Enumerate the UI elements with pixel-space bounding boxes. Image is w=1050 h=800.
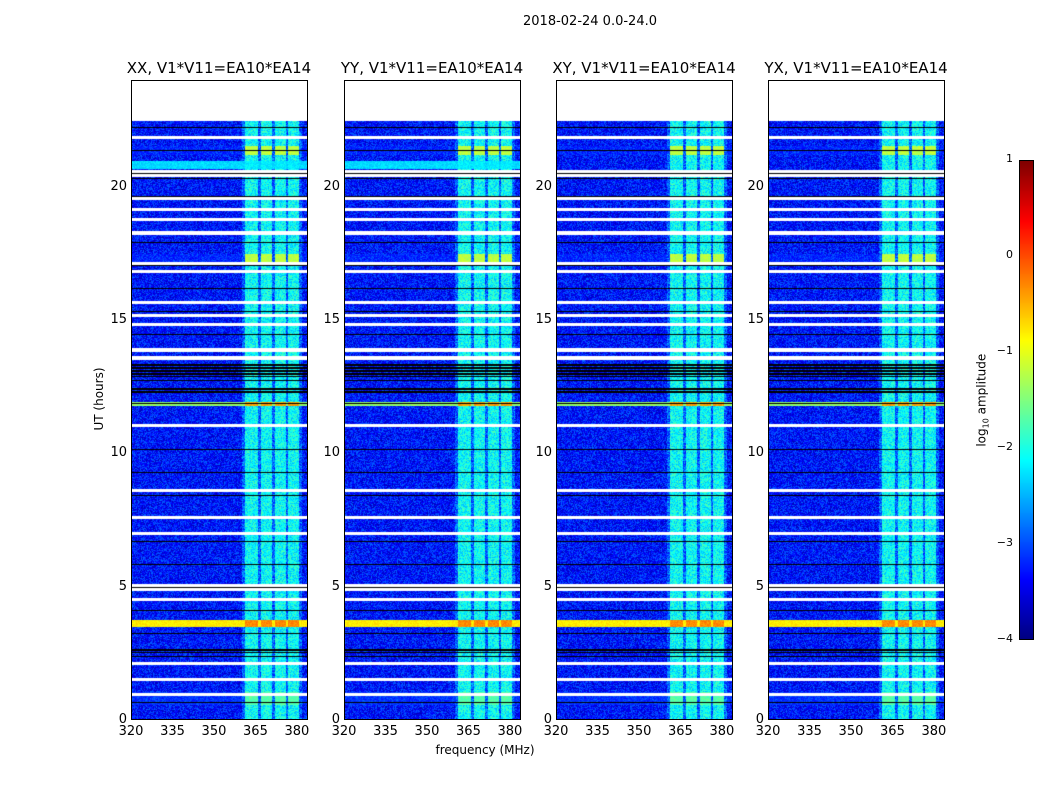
x-tick-label: 320: [543, 724, 569, 739]
colorbar-tick-label: −1: [996, 344, 1013, 357]
x-tick-label: 380: [497, 724, 523, 739]
x-tick-label: 380: [709, 724, 735, 739]
x-tick-label: 335: [160, 724, 185, 739]
y-tick-label: 0: [543, 712, 552, 727]
colorbar: [1019, 160, 1034, 640]
y-tick-label: 10: [535, 445, 552, 461]
y-tick-label: 20: [323, 178, 340, 194]
colorbar-label-sub: 10: [981, 418, 991, 429]
heatmap-cells: [345, 81, 520, 719]
y-tick-label: 0: [331, 712, 340, 727]
y-tick-label: 10: [110, 445, 127, 461]
y-tick-label: 0: [755, 712, 764, 727]
y-tick-label: 10: [323, 445, 340, 461]
y-tick-label: 10: [747, 445, 764, 461]
x-tick-label: 320: [331, 724, 357, 739]
colorbar-tick-label: −3: [996, 536, 1013, 549]
x-tick-label: 365: [668, 724, 693, 739]
heatmap-panel-xy: [556, 80, 733, 720]
y-tick-label: 5: [331, 578, 340, 594]
panel-title: XY, V1*V11=EA10*EA14: [552, 59, 736, 77]
x-tick-label: 335: [373, 724, 398, 739]
heatmap-cells: [557, 81, 732, 719]
heatmap-cells: [132, 81, 307, 719]
heatmap-panel-yy: [344, 80, 521, 720]
y-tick-label: 5: [543, 578, 552, 594]
x-tick-label: 350: [626, 724, 652, 739]
heatmap-panel-xx: [131, 80, 308, 720]
x-tick-label: 380: [921, 724, 947, 739]
y-axis-label: UT (hours): [92, 367, 106, 431]
x-tick-label: 320: [755, 724, 781, 739]
y-tick-label: 15: [323, 312, 340, 327]
x-tick-label: 350: [414, 724, 440, 739]
y-tick-label: 15: [747, 312, 764, 327]
panel-title: YX, V1*V11=EA10*EA14: [764, 59, 948, 77]
x-tick-label: 380: [284, 724, 310, 739]
x-tick-label: 335: [585, 724, 610, 739]
y-tick-label: 5: [755, 578, 764, 594]
colorbar-label-rest: amplitude: [974, 353, 989, 419]
x-tick-label: 320: [118, 724, 144, 739]
x-axis-label: frequency (MHz): [435, 743, 535, 757]
y-tick-label: 20: [110, 178, 127, 194]
y-tick-label: 15: [110, 312, 127, 327]
x-tick-label: 335: [797, 724, 822, 739]
figure-title: 2018-02-24 0.0-24.0: [523, 14, 657, 29]
colorbar-label: log10 amplitude: [974, 338, 990, 463]
x-tick-label: 350: [201, 724, 227, 739]
colorbar-tick-label: 1: [1006, 152, 1013, 165]
colorbar-tick-label: −4: [996, 632, 1013, 645]
colorbar-tick-label: −2: [996, 440, 1013, 453]
y-tick-label: 0: [118, 712, 127, 727]
y-tick-label: 20: [747, 178, 764, 194]
y-tick-label: 5: [118, 578, 127, 594]
heatmap-panel-yx: [768, 80, 945, 720]
x-tick-label: 365: [243, 724, 268, 739]
colorbar-tick-label: 0: [1006, 248, 1013, 261]
x-tick-label: 365: [880, 724, 905, 739]
colorbar-label-main: log: [974, 428, 989, 447]
x-tick-label: 365: [456, 724, 481, 739]
heatmap-cells: [769, 81, 944, 719]
y-tick-label: 15: [535, 312, 552, 327]
y-tick-label: 20: [535, 178, 552, 194]
panel-title: YY, V1*V11=EA10*EA14: [340, 59, 524, 77]
x-tick-label: 350: [838, 724, 864, 739]
panel-title: XX, V1*V11=EA10*EA14: [126, 59, 312, 77]
